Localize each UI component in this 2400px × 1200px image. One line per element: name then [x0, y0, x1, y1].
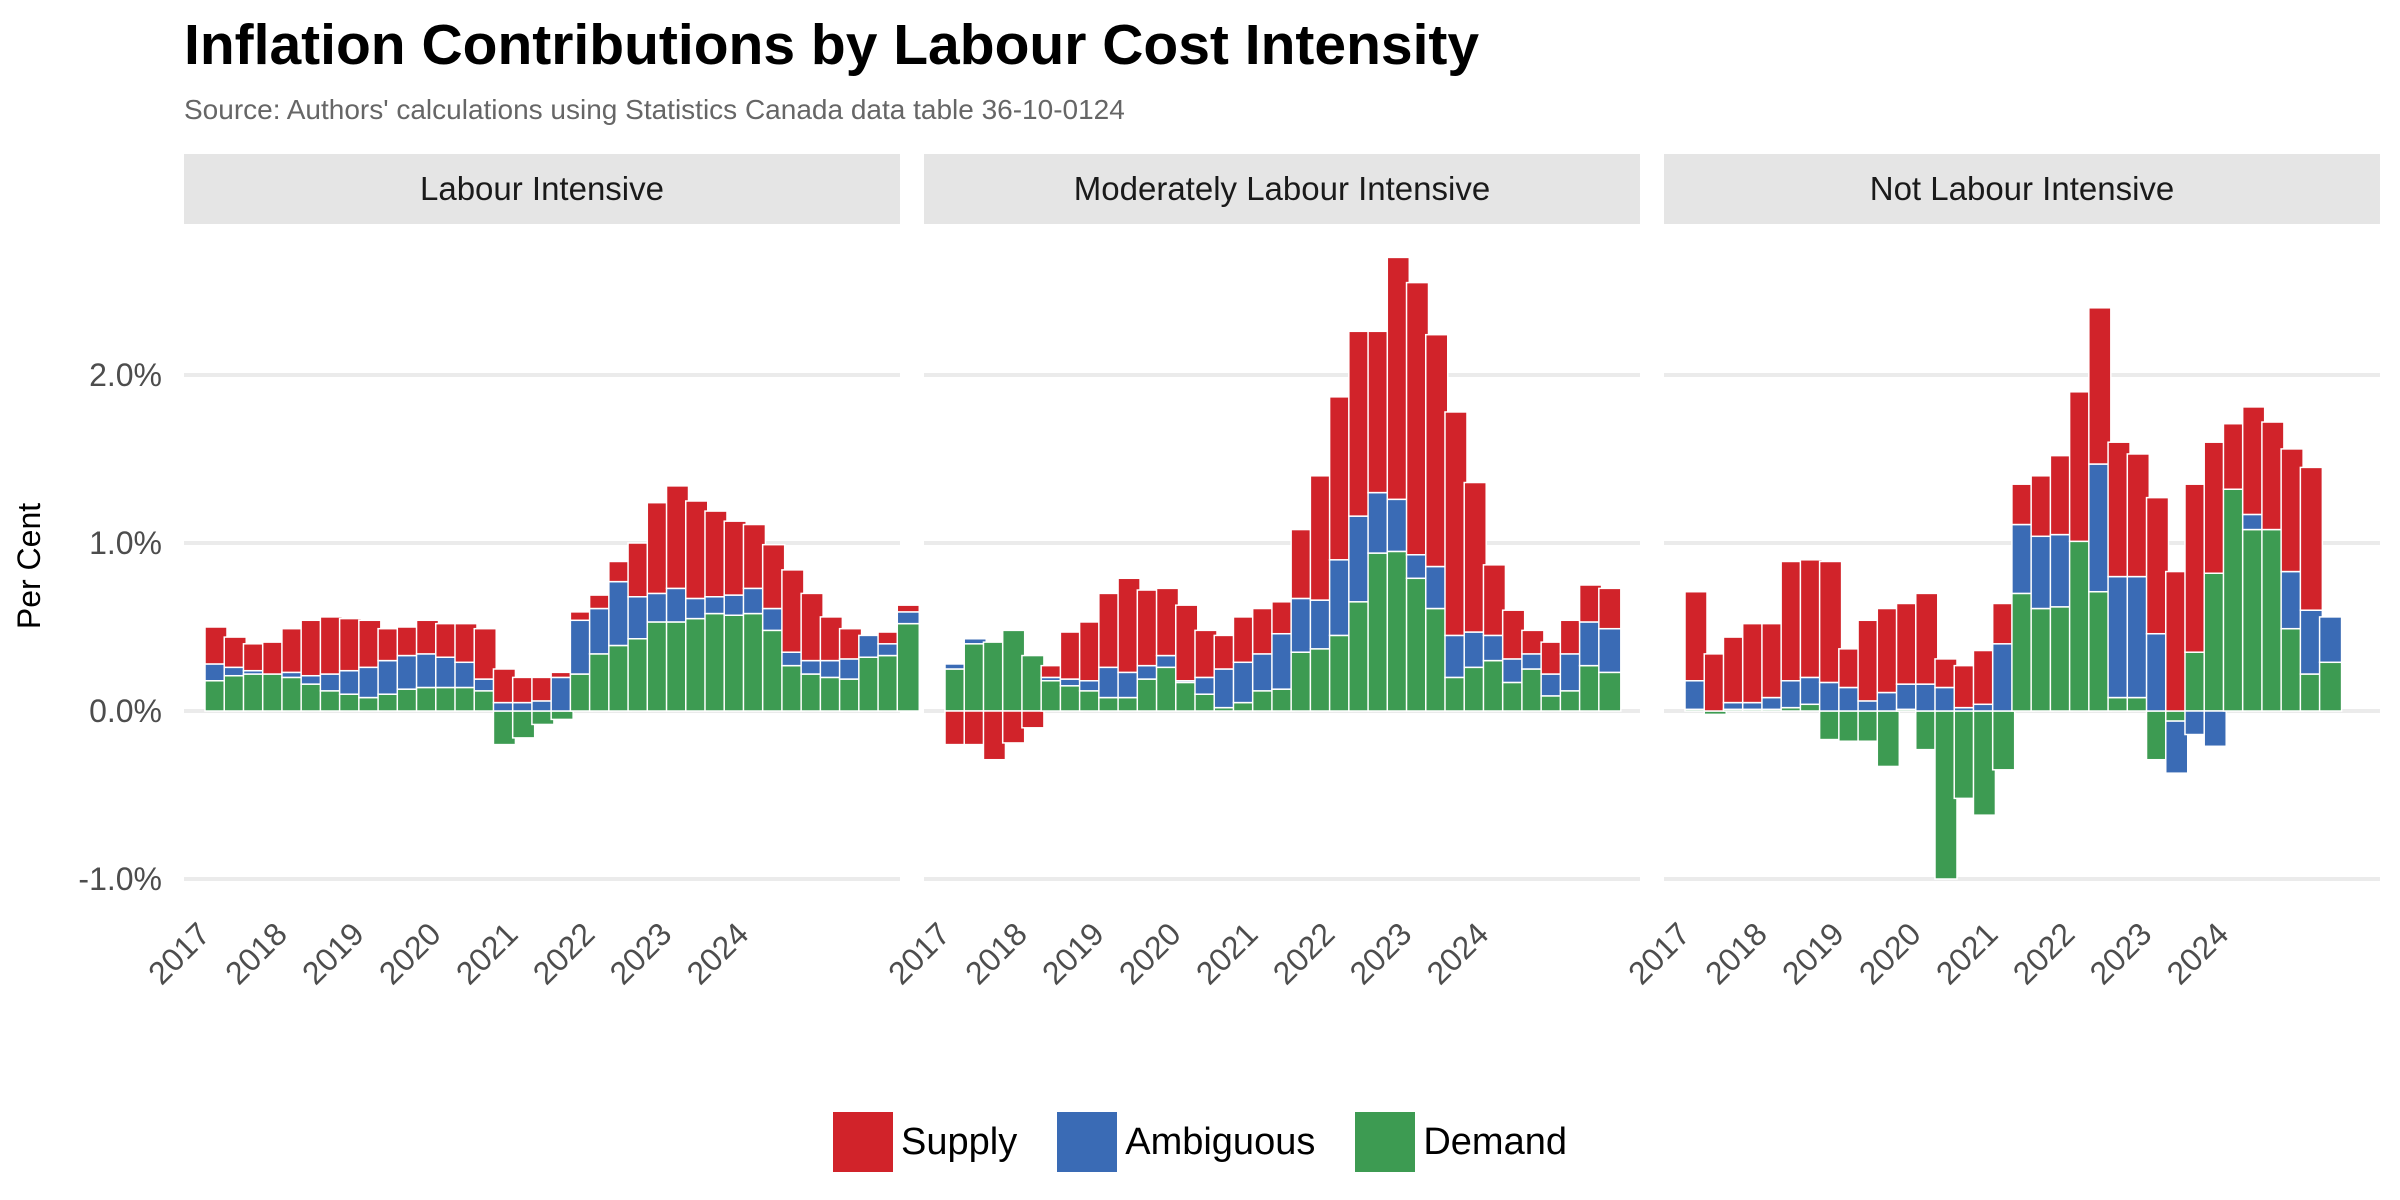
- x-tick-label: 2022: [1266, 915, 1342, 991]
- legend-label-demand: Demand: [1423, 1120, 1567, 1163]
- legend-swatch-supply: [833, 1112, 894, 1172]
- plot-area: Per Cent-1.0%0.0%1.0%2.0%Labour Intensiv…: [11, 154, 2380, 991]
- legend-label-supply: Supply: [901, 1120, 1018, 1163]
- legend-swatch-ambiguous: [1057, 1112, 1118, 1172]
- y-axis-title: Per Cent: [11, 503, 47, 629]
- x-tick-label: 2018: [958, 915, 1034, 991]
- x-tick-label: 2017: [141, 915, 217, 991]
- x-tick-label: 2020: [1852, 915, 1928, 991]
- facet-strip: [184, 154, 900, 224]
- facet-strip: [1664, 154, 2380, 224]
- facet-strip: [924, 154, 1640, 224]
- bar-supply: [1684, 590, 1708, 682]
- bar-ambiguous: [2203, 710, 2227, 748]
- x-tick-label: 2017: [881, 915, 957, 991]
- chart-title: Inflation Contributions by Labour Cost I…: [184, 13, 1480, 77]
- legend-item-supply: Supply: [833, 1112, 1017, 1172]
- bar-demand: [1598, 671, 1622, 712]
- bar-demand: [896, 622, 921, 712]
- legend-item-ambiguous: Ambiguous: [1057, 1112, 1315, 1172]
- bar-supply: [1482, 564, 1507, 637]
- bar-supply: [896, 604, 921, 613]
- bar-supply: [1598, 587, 1622, 630]
- x-tick-label: 2023: [1343, 915, 1419, 991]
- x-tick-label: 2019: [1775, 915, 1851, 991]
- x-tick-label: 2020: [372, 915, 448, 991]
- x-tick-label: 2021: [1929, 915, 2005, 991]
- bar-supply: [1463, 481, 1487, 633]
- x-tick-label: 2022: [2006, 915, 2082, 991]
- bar-ambiguous: [1598, 627, 1622, 674]
- bar-supply: [2088, 307, 2112, 465]
- bar-supply: [2299, 466, 2324, 611]
- legend: Supply Ambiguous Demand: [0, 1107, 2400, 1177]
- bar-supply: [2145, 496, 2170, 635]
- bar-ambiguous: [963, 638, 987, 645]
- x-tick-label: 2017: [1621, 915, 1697, 991]
- bar-supply: [473, 627, 497, 680]
- legend-label-ambiguous: Ambiguous: [1125, 1120, 1316, 1163]
- x-tick-label: 2019: [295, 915, 371, 991]
- bar-ambiguous: [2318, 616, 2343, 664]
- facet-strip-label: Moderately Labour Intensive: [1074, 170, 1490, 207]
- bar-demand: [1991, 710, 2016, 771]
- x-tick-label: 2023: [603, 915, 679, 991]
- facet-panel: Labour Intensive 2017 2018 2019 2020 2021 2022…: [141, 154, 921, 991]
- x-tick-label: 2024: [680, 915, 756, 991]
- x-tick-label: 2018: [1698, 915, 1774, 991]
- bar-supply: [1915, 592, 1939, 685]
- bar-demand: [550, 710, 574, 721]
- bar-demand: [2318, 661, 2343, 712]
- bar-ambiguous: [896, 611, 921, 625]
- bar-supply: [1818, 560, 1843, 684]
- facet-panel: Not Labour Intensive 2017 2018 2019 2020 2021…: [1621, 154, 2380, 991]
- x-tick-label: 2022: [526, 915, 602, 991]
- legend-item-demand: Demand: [1355, 1112, 1567, 1172]
- x-tick-label: 2018: [218, 915, 294, 991]
- chart-subtitle: Source: Authors' calculations using Stat…: [184, 94, 1125, 125]
- x-tick-label: 2024: [2160, 915, 2236, 991]
- x-tick-label: 2021: [1189, 915, 1265, 991]
- facet-strip-label: Labour Intensive: [420, 170, 664, 207]
- bar-ambiguous: [2165, 720, 2189, 774]
- bar-supply: [1021, 710, 1045, 729]
- legend-swatch-demand: [1355, 1112, 1416, 1172]
- y-tick-label: -1.0%: [78, 861, 162, 897]
- x-tick-label: 2023: [2083, 915, 2159, 991]
- facet-strip-label: Not Labour Intensive: [1870, 170, 2175, 207]
- bar-demand: [1876, 710, 1901, 768]
- y-tick-label: 0.0%: [89, 693, 162, 729]
- x-tick-label: 2021: [449, 915, 525, 991]
- x-tick-label: 2019: [1035, 915, 1111, 991]
- y-tick-label: 2.0%: [89, 357, 162, 393]
- x-tick-label: 2020: [1112, 915, 1188, 991]
- y-tick-label: 1.0%: [89, 525, 162, 561]
- x-tick-label: 2024: [1420, 915, 1496, 991]
